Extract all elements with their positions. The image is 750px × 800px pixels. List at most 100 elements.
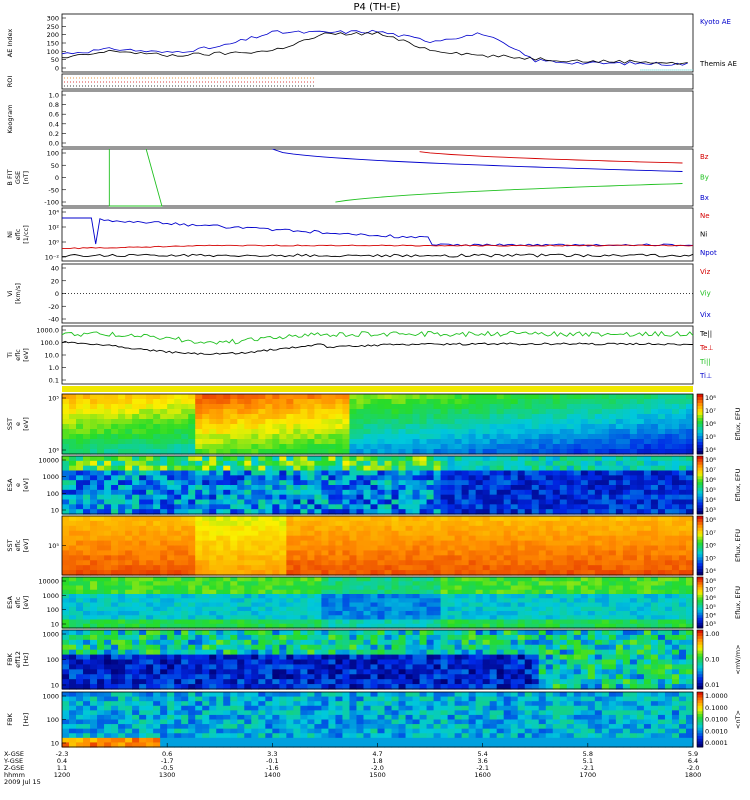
- heatmap-cell: [104, 585, 112, 591]
- heatmap-cell: [76, 535, 84, 542]
- heatmap-cell: [636, 550, 645, 556]
- heatmap-cell: [300, 611, 308, 616]
- heatmap-cell: [524, 565, 533, 571]
- heatmap-cell: [433, 540, 442, 547]
- heatmap-cell: [251, 644, 259, 651]
- heatmap-cell: [174, 530, 182, 537]
- heatmap-cell: [489, 516, 498, 522]
- heatmap-cell: [202, 456, 210, 462]
- heatmap-cell: [391, 520, 400, 527]
- heatmap-cell: [594, 570, 603, 576]
- heatmap-cell: [356, 475, 365, 481]
- colorbar-step: [697, 436, 703, 440]
- heatmap-cell: [608, 577, 617, 582]
- heatmap-cell: [216, 560, 224, 566]
- heatmap-cell: [223, 585, 231, 591]
- heatmap-cell: [230, 520, 238, 527]
- heatmap-cell: [76, 429, 84, 435]
- heatmap-cell: [181, 494, 189, 501]
- heatmap-cell: [531, 516, 540, 522]
- heatmap-cell: [524, 615, 533, 621]
- heatmap-cell: [132, 419, 140, 425]
- heatmap-cell: [132, 560, 140, 566]
- heatmap-cell: [181, 630, 189, 636]
- y-axis-label: [nT]: [22, 171, 30, 184]
- heatmap-cell: [335, 602, 344, 608]
- heatmap-cell: [454, 429, 463, 435]
- heatmap-cell: [510, 504, 519, 510]
- heatmap-cell: [279, 606, 287, 612]
- heatmap-cell: [636, 456, 645, 462]
- heatmap-cell: [454, 520, 463, 527]
- heatmap-cell: [167, 439, 175, 445]
- colorbar-step: [697, 433, 703, 437]
- heatmap-cell: [426, 504, 435, 510]
- heatmap-cell: [307, 606, 315, 612]
- heatmap-cell: [69, 399, 77, 405]
- heatmap-cell: [195, 520, 203, 527]
- heatmap-cell: [405, 399, 414, 405]
- heatmap-cell: [244, 560, 252, 566]
- heatmap-cell: [181, 560, 189, 566]
- heatmap-cell: [62, 565, 70, 571]
- heatmap-cell: [629, 499, 638, 505]
- heatmap-cell: [230, 530, 238, 537]
- heatmap-cell: [125, 456, 133, 462]
- heatmap-cell: [363, 606, 372, 612]
- heatmap-cell: [146, 470, 154, 476]
- heatmap-cell: [524, 456, 533, 462]
- heatmap-cell: [153, 525, 161, 532]
- heatmap-cell: [608, 465, 617, 472]
- heatmap-cell: [167, 516, 175, 522]
- heatmap-cell: [174, 565, 182, 571]
- heatmap-cell: [202, 669, 210, 675]
- heatmap-cell: [111, 585, 119, 591]
- heatmap-cell: [132, 615, 140, 621]
- heatmap-cell: [594, 414, 603, 420]
- heatmap-cell: [398, 619, 407, 625]
- heatmap-cell: [328, 399, 337, 405]
- heatmap-cell: [62, 654, 70, 661]
- heatmap-cell: [258, 669, 266, 675]
- heatmap-cell: [454, 465, 463, 472]
- heatmap-cell: [629, 606, 638, 612]
- heatmap-cell: [650, 475, 659, 481]
- heatmap-cell: [650, 394, 659, 400]
- heatmap-cell: [510, 489, 519, 496]
- heatmap-cell: [188, 550, 196, 556]
- heatmap-cell: [545, 465, 554, 472]
- heatmap-cell: [111, 449, 119, 455]
- heatmap-cell: [286, 606, 294, 612]
- heatmap-cell: [552, 555, 561, 561]
- heatmap-cell: [671, 577, 680, 582]
- heatmap-cell: [391, 560, 400, 566]
- heatmap-cell: [62, 581, 70, 587]
- heatmap-cell: [181, 619, 189, 625]
- heatmap-cell: [601, 449, 610, 455]
- heatmap-cell: [391, 623, 400, 629]
- heatmap-cell: [230, 394, 238, 400]
- heatmap-cell: [622, 399, 631, 405]
- heatmap-cell: [426, 449, 435, 455]
- heatmap-cell: [328, 589, 337, 595]
- heatmap-cell: [538, 480, 547, 486]
- heatmap-cell: [76, 623, 84, 629]
- heatmap-cell: [62, 577, 70, 582]
- heatmap-cell: [272, 399, 280, 405]
- heatmap-cell: [328, 444, 337, 450]
- heatmap-cell: [216, 404, 224, 410]
- heatmap-cell: [167, 589, 175, 595]
- heatmap-cell: [104, 449, 112, 455]
- heatmap-cell: [475, 460, 484, 467]
- y-axis-label: AE Index: [6, 29, 14, 58]
- heatmap-cell: [454, 545, 463, 552]
- colorbar-step: [697, 563, 703, 567]
- heatmap-cell: [216, 565, 224, 571]
- heatmap-cell: [188, 429, 196, 435]
- heatmap-cell: [517, 419, 526, 425]
- heatmap-cell: [566, 414, 575, 420]
- heatmap-cell: [83, 594, 91, 599]
- heatmap-cell: [489, 560, 498, 566]
- colorbar-step: [697, 424, 703, 428]
- heatmap-cell: [174, 456, 182, 462]
